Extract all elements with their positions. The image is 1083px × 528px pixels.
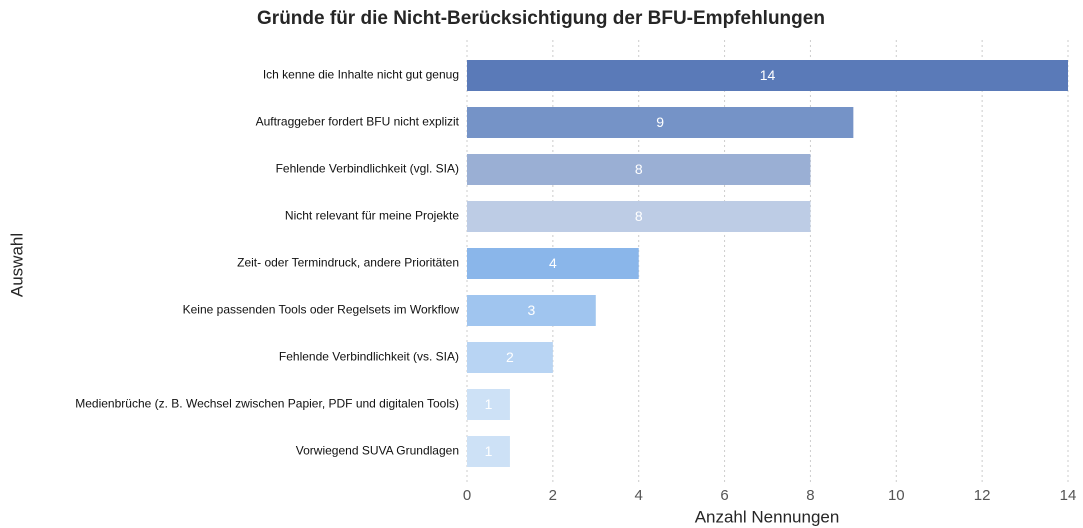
y-tick-label: Nicht relevant für meine Projekte <box>285 209 459 223</box>
data-label: 8 <box>635 208 643 224</box>
data-label: 9 <box>656 114 664 130</box>
x-axis-label: Anzahl Nennungen <box>695 507 840 526</box>
y-tick-label: Fehlende Verbindlichkeit (vs. SIA) <box>279 350 459 364</box>
x-tick-label: 10 <box>888 487 905 504</box>
y-tick-label: Ich kenne die Inhalte nicht gut genug <box>263 68 459 82</box>
bar <box>467 60 1068 91</box>
y-axis-label: Auswahl <box>7 233 26 297</box>
y-tick-label: Medienbrüche (z. B. Wechsel zwischen Pap… <box>75 397 459 411</box>
y-tick-label: Keine passenden Tools oder Regelsets im … <box>183 303 460 317</box>
y-tick-label: Zeit- oder Termindruck, andere Priorität… <box>237 256 459 270</box>
x-tick-label: 12 <box>974 487 991 504</box>
data-label: 1 <box>485 396 493 412</box>
x-tick-label: 0 <box>463 487 471 504</box>
y-tick-label: Fehlende Verbindlichkeit (vgl. SIA) <box>276 162 459 176</box>
data-label: 14 <box>760 67 776 83</box>
bar <box>467 342 553 373</box>
bar <box>467 107 854 138</box>
bar <box>467 248 639 279</box>
x-tick-label: 4 <box>635 487 643 504</box>
x-tick-label: 14 <box>1060 487 1077 504</box>
data-label: 3 <box>527 302 535 318</box>
bar <box>467 154 811 185</box>
data-label: 4 <box>549 255 557 271</box>
bar <box>467 389 510 420</box>
chart-title: Gründe für die Nicht-Berücksichtigung de… <box>257 8 825 29</box>
data-label: 2 <box>506 349 514 365</box>
bar <box>467 201 811 232</box>
bar <box>467 436 510 467</box>
x-tick-label: 2 <box>549 487 557 504</box>
y-tick-label: Vorwiegend SUVA Grundlagen <box>296 444 459 458</box>
bar <box>467 295 596 326</box>
x-tick-label: 6 <box>720 487 728 504</box>
x-tick-label: 8 <box>806 487 814 504</box>
y-tick-label: Auftraggeber fordert BFU nicht explizit <box>256 115 460 129</box>
data-label: 8 <box>635 161 643 177</box>
data-label: 1 <box>485 443 493 459</box>
